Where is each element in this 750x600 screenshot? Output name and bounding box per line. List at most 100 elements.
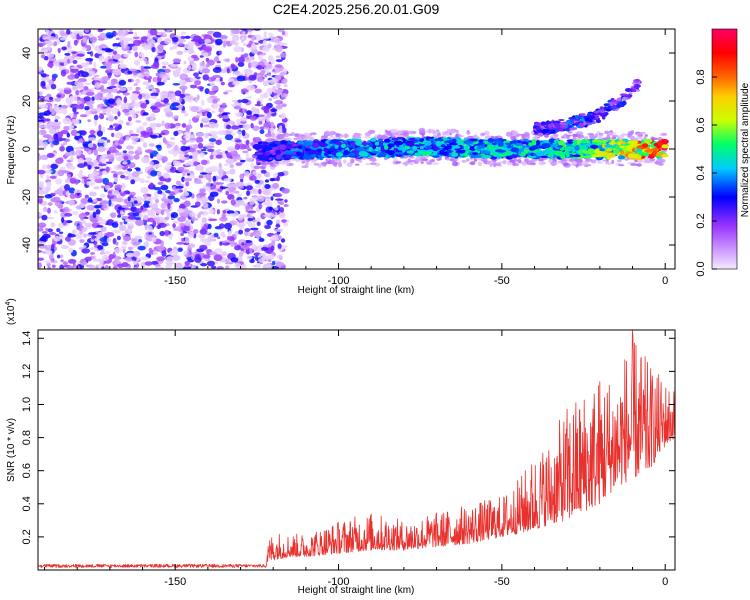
- noise-blob: [145, 84, 154, 90]
- noise-blob: [208, 208, 215, 215]
- noise-blob: [271, 240, 276, 247]
- noise-blob: [139, 178, 145, 184]
- band-core-blob: [644, 149, 654, 153]
- noise-blob: [161, 250, 167, 257]
- noise-blob: [172, 45, 178, 49]
- noise-blob: [68, 233, 72, 236]
- noise-blob: [150, 170, 158, 177]
- band-core-blob: [316, 148, 323, 152]
- noise-blob: [126, 223, 134, 226]
- noise-blob: [226, 67, 230, 74]
- noise-blob: [46, 262, 51, 267]
- band-core-blob: [438, 151, 449, 155]
- band-halo-blob: [429, 159, 435, 163]
- noise-blob: [202, 68, 210, 74]
- noise-blob: [250, 122, 254, 129]
- band-halo-blob: [505, 131, 513, 137]
- noise-blob: [143, 66, 152, 69]
- noise-blob: [105, 166, 110, 173]
- noise-blob: [75, 205, 82, 210]
- noise-blob: [38, 42, 44, 47]
- noise-blob: [255, 34, 262, 41]
- noise-blob: [250, 61, 260, 68]
- noise-blob: [164, 216, 170, 220]
- noise-blob: [180, 232, 185, 236]
- noise-blob: [188, 147, 196, 153]
- noise-blob: [133, 36, 140, 40]
- noise-blob: [168, 94, 173, 100]
- noise-blob: [101, 242, 109, 247]
- noise-blob: [140, 130, 147, 136]
- noise-blob: [208, 218, 218, 222]
- noise-blob: [242, 31, 246, 35]
- noise-blob: [41, 231, 48, 234]
- noise-blob: [235, 112, 244, 117]
- band-halo-blob: [597, 160, 603, 165]
- noise-blob: [278, 211, 286, 219]
- noise-blob: [211, 86, 219, 92]
- noise-blob: [180, 35, 186, 40]
- noise-blob: [268, 206, 274, 211]
- band-core-blob: [262, 141, 269, 145]
- noise-blob: [50, 260, 58, 264]
- band-halo-blob: [521, 161, 527, 166]
- noise-blob: [191, 54, 198, 59]
- noise-blob: [173, 130, 179, 137]
- band-halo-blob: [563, 162, 569, 167]
- band-core-blob: [554, 150, 564, 154]
- noise-blob: [81, 62, 88, 68]
- noise-blob: [224, 222, 232, 230]
- noise-blob: [119, 36, 127, 42]
- noise-blob: [96, 107, 102, 113]
- noise-blob: [51, 121, 61, 127]
- noise-blob: [72, 107, 77, 113]
- band-core-blob: [433, 138, 444, 142]
- noise-blob: [62, 108, 68, 115]
- band-halo-blob: [254, 165, 260, 170]
- noise-blob: [149, 161, 155, 166]
- noise-blob: [62, 206, 70, 213]
- band-core-blob: [391, 137, 399, 141]
- noise-blob: [265, 262, 271, 268]
- noise-blob: [258, 188, 262, 195]
- noise-blob: [143, 58, 148, 62]
- noise-blob: [73, 189, 82, 194]
- noise-blob: [65, 145, 74, 153]
- noise-blob: [202, 202, 209, 208]
- noise-blob: [156, 32, 162, 36]
- noise-blob: [256, 221, 261, 226]
- noise-blob: [188, 155, 193, 159]
- noise-blob: [261, 246, 269, 251]
- noise-blob: [194, 201, 201, 207]
- noise-blob: [271, 58, 275, 65]
- noise-blob: [81, 47, 88, 51]
- noise-blob: [200, 148, 207, 152]
- noise-blob: [274, 66, 281, 73]
- noise-blob: [99, 193, 106, 198]
- noise-blob: [264, 196, 271, 199]
- noise-blob: [88, 232, 97, 235]
- noise-blob: [67, 74, 76, 80]
- noise-blob: [100, 84, 105, 90]
- noise-blob: [105, 232, 115, 237]
- band-core-blob: [483, 155, 492, 159]
- noise-blob: [115, 197, 124, 203]
- noise-blob: [183, 207, 189, 214]
- noise-blob: [120, 174, 126, 179]
- noise-blob: [262, 39, 267, 47]
- noise-blob: [254, 231, 261, 238]
- noise-blob: [247, 203, 252, 210]
- noise-blob: [211, 103, 219, 109]
- noise-blob: [199, 152, 205, 158]
- band-halo-blob: [338, 162, 343, 168]
- noise-blob: [212, 31, 222, 38]
- band-halo-blob: [565, 134, 573, 137]
- noise-blob: [219, 77, 223, 82]
- noise-blob: [275, 198, 284, 201]
- noise-blob: [107, 127, 115, 131]
- band-halo-blob: [633, 137, 638, 141]
- noise-blob: [245, 220, 252, 225]
- noise-blob: [38, 234, 41, 238]
- noise-blob: [38, 131, 42, 135]
- band-halo-blob: [320, 135, 327, 140]
